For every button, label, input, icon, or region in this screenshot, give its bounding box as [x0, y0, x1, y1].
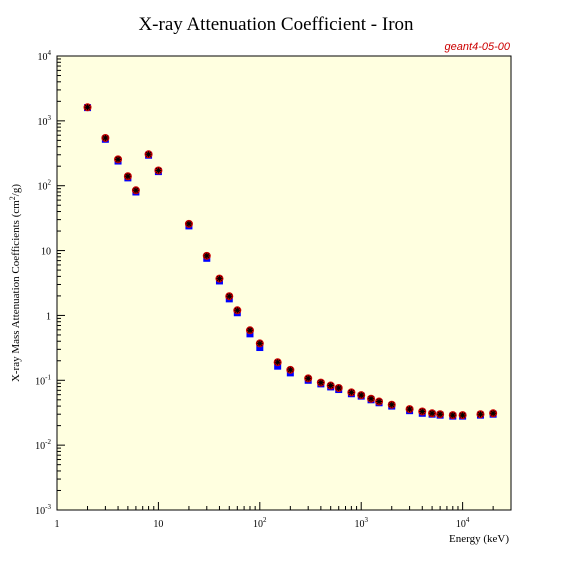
data-point-star — [185, 220, 192, 227]
data-point-star — [84, 104, 91, 111]
data-point-star — [115, 156, 122, 163]
data-point-star — [234, 307, 241, 314]
y-tick-label: 1 — [46, 311, 51, 322]
y-tick-labels: 10-3 10-2 10-1 1 10 102 103 104 — [35, 49, 51, 517]
data-point-star — [419, 408, 426, 415]
x-tick-label: 10 — [153, 519, 163, 530]
data-point-star — [437, 411, 444, 418]
data-point-star — [459, 412, 466, 419]
data-point-star — [477, 411, 484, 418]
axis-ticks — [56, 55, 512, 511]
x-tick-label: 1 — [55, 519, 60, 530]
y-tick-label: 104 — [38, 49, 52, 63]
y-tick-label: 102 — [38, 179, 52, 193]
data-point-star — [274, 359, 281, 366]
y-axis-title-end: /g) — [10, 184, 22, 197]
x-axis-title: Energy (keV) — [449, 533, 509, 545]
x-tick-label: 104 — [456, 516, 470, 530]
y-axis-title-main: X-ray Mass Attenuation Coefficients (cm — [10, 200, 22, 382]
data-point-star — [132, 187, 139, 194]
data-point-star — [429, 410, 436, 417]
data-point-star — [256, 340, 263, 347]
data-point-star — [406, 406, 413, 413]
data-point-star — [102, 134, 109, 141]
x-tick-label: 103 — [354, 516, 368, 530]
data-point-star — [388, 401, 395, 408]
y-axis-title: X-ray Mass Attenuation Coefficients (cm2… — [8, 184, 22, 382]
data-point-star — [155, 167, 162, 174]
data-point-star — [246, 327, 253, 334]
data-point-star — [287, 366, 294, 373]
data-point-star — [368, 395, 375, 402]
data-point-star — [317, 379, 324, 386]
data-point-star — [358, 392, 365, 399]
y-tick-label: 103 — [38, 114, 52, 128]
data-point-star — [305, 375, 312, 382]
data-point-star — [327, 382, 334, 389]
y-axis-title-sup: 2 — [8, 196, 17, 200]
data-point-star — [449, 412, 456, 419]
y-tick-label: 10-2 — [35, 438, 51, 452]
x-tick-label: 102 — [253, 516, 267, 530]
data-point-star — [145, 151, 152, 158]
version-tag: geant4-05-00 — [445, 41, 511, 53]
data-point-square — [256, 344, 264, 352]
data-point-star — [203, 252, 210, 259]
y-tick-label: 10-1 — [35, 373, 51, 387]
data-point-star — [124, 173, 131, 180]
data-markers — [83, 103, 498, 420]
data-point-star — [335, 385, 342, 392]
plot-area — [56, 55, 512, 511]
x-tick-labels: 1 10 102 103 104 — [55, 516, 470, 530]
data-point-star — [490, 410, 497, 417]
chart-title: X-ray Attenuation Coefficient - Iron — [138, 14, 414, 35]
data-point-star — [348, 389, 355, 396]
data-point-star — [226, 293, 233, 300]
data-point-star — [216, 275, 223, 282]
y-tick-label: 10-3 — [35, 503, 51, 517]
data-point-star — [376, 398, 383, 405]
y-tick-label: 10 — [41, 247, 51, 258]
